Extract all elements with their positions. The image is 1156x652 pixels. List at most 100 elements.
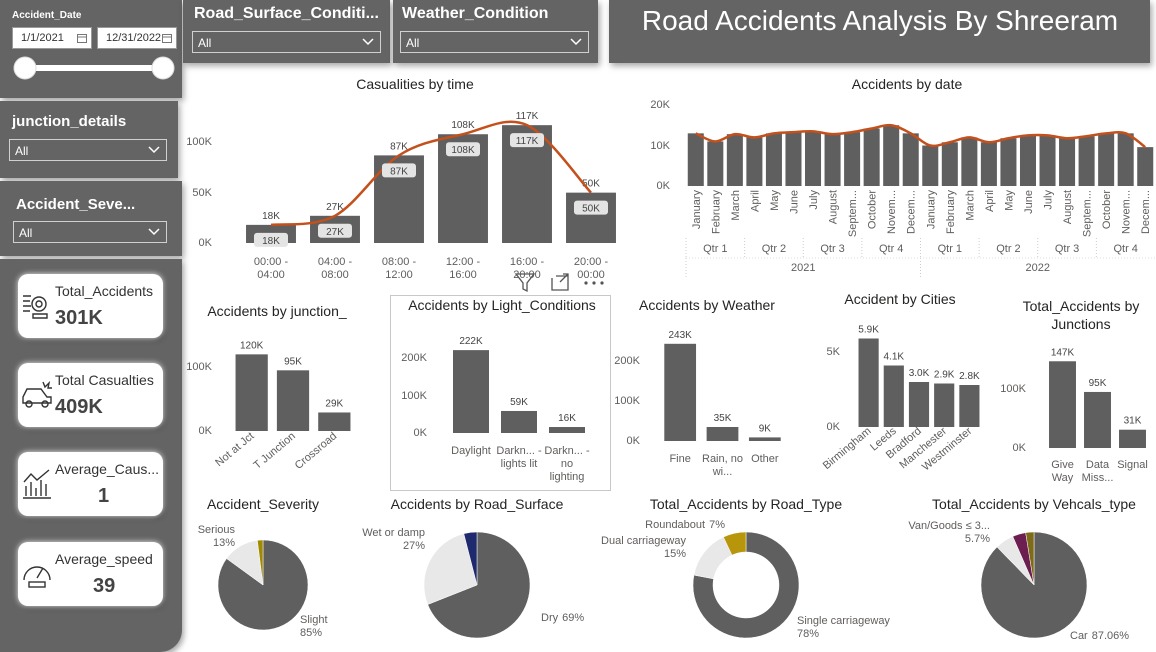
y-tick-label: 10K	[650, 139, 670, 152]
y-tick-label: 100K	[1000, 383, 1026, 395]
calendar-icon[interactable]	[162, 33, 172, 43]
date-slicer-panel	[0, 0, 182, 98]
dropdown-value[interactable]: All	[15, 144, 29, 158]
data-label: 18K	[262, 211, 280, 222]
date-input[interactable]: 1/1/2021	[12, 27, 92, 49]
dropdown-value[interactable]: All	[19, 226, 33, 240]
bar	[748, 437, 781, 441]
visual-frame	[390, 295, 611, 491]
data-label: 117K	[516, 136, 539, 147]
data-label: 27K	[326, 202, 344, 213]
bar	[687, 133, 704, 186]
pie-slice	[1025, 531, 1035, 586]
y-tick-label: 0K	[656, 180, 670, 192]
slicer-label: Weather_Condition	[402, 5, 549, 22]
x-tick-label: Rain, no wi...	[702, 453, 743, 478]
card-value: 1	[98, 485, 110, 507]
slice-value: 69%	[562, 612, 585, 624]
calendar-icon[interactable]	[77, 33, 87, 43]
y-tick-label: 0K	[198, 425, 212, 437]
chevron	[362, 38, 374, 46]
x-tick-label: October	[867, 190, 879, 229]
y-tick-label: 0K	[198, 237, 212, 249]
bar	[1059, 138, 1076, 186]
data-label: 50K	[582, 179, 600, 190]
bar	[276, 370, 310, 431]
year-label: 2022	[1025, 262, 1050, 274]
data-label: 18K	[262, 236, 280, 247]
bar	[707, 141, 724, 186]
card-icon	[22, 380, 52, 408]
chart-title: Accident_Severity	[206, 496, 320, 512]
bar	[959, 385, 980, 427]
date-end[interactable]: 12/31/2022	[106, 32, 162, 44]
data-label: 108K	[451, 145, 475, 156]
bar	[318, 412, 351, 431]
bar	[549, 427, 585, 433]
dropdown[interactable]: All	[9, 139, 167, 161]
bar	[908, 382, 930, 427]
x-tick-label: Novem...	[886, 190, 898, 234]
bar	[1098, 133, 1115, 186]
quarter-label: Qtr 1	[937, 243, 963, 255]
bar	[824, 134, 841, 186]
x-tick-label: T Junction	[251, 430, 297, 472]
slice-label: Serious 13%	[198, 524, 235, 550]
more-icon[interactable]	[584, 281, 604, 285]
kpi-card: Average_Caus... 1	[18, 452, 163, 516]
dropdown[interactable]: All	[400, 31, 589, 53]
x-tick-label: April	[749, 190, 761, 212]
chart-title: Accidents by Light_Conditions	[408, 297, 596, 313]
x-tick-label: February	[710, 190, 722, 235]
card-label: Total_Accidents	[55, 283, 154, 299]
x-tick-label: 04:00 - 08:00	[317, 256, 353, 281]
x-tick-label: April	[984, 190, 996, 212]
x-tick-label: Decem...	[906, 190, 918, 234]
bar	[1119, 429, 1146, 448]
chevron	[570, 38, 582, 46]
slider-handle[interactable]	[13, 56, 37, 80]
data-label: 9K	[759, 423, 772, 434]
kpi-card: Average_speed 39	[18, 542, 163, 606]
date-start[interactable]: 1/1/2021	[21, 32, 64, 44]
chart-title: Total_Accidents by Junctions	[1022, 298, 1140, 332]
y-tick-label: 0K	[413, 427, 427, 439]
slider-handle[interactable]	[151, 56, 175, 80]
x-tick-label: June	[788, 190, 800, 214]
bar	[1078, 136, 1095, 186]
y-tick-label: 100K	[401, 389, 427, 402]
slice-label: Dual carriageway 15%	[601, 535, 686, 561]
chart-title: Accidents by date	[851, 76, 963, 92]
dropdown[interactable]: All	[13, 221, 167, 243]
bar	[1117, 133, 1134, 186]
x-tick-label: Darkn... - no lighting	[544, 445, 590, 483]
toolbar[interactable]	[514, 273, 604, 293]
data-label-box	[254, 232, 288, 247]
slice-category: Van/Goods ≤ 3...	[908, 520, 990, 532]
filter-icon[interactable]	[514, 273, 536, 293]
bar	[883, 125, 900, 186]
date-input[interactable]: 12/31/2022	[97, 27, 177, 49]
chevron	[148, 146, 160, 154]
title-panel	[609, 0, 1150, 63]
data-label: 117K	[516, 111, 539, 122]
focus-icon[interactable]	[551, 273, 569, 291]
bar	[726, 134, 743, 186]
slicer-label: Accident_Date	[12, 10, 82, 21]
card-value: 301K	[55, 307, 103, 329]
slice-category: Car	[1070, 630, 1088, 642]
date-slider[interactable]	[0, 54, 182, 84]
dropdown-value[interactable]: All	[198, 36, 212, 50]
card-icon	[23, 295, 48, 319]
x-tick-label: Daylight	[451, 445, 491, 457]
x-tick-label: January	[925, 190, 937, 230]
x-tick-label: Crossroad	[293, 430, 340, 472]
y-tick-label: 100K	[186, 136, 212, 149]
dropdown-value[interactable]: All	[406, 36, 420, 50]
bar	[1000, 138, 1017, 186]
slice-category: Serious	[197, 524, 235, 536]
dropdown[interactable]: All	[192, 31, 381, 53]
slice-category: Roundabout	[645, 519, 706, 531]
pie-slice	[463, 531, 478, 586]
